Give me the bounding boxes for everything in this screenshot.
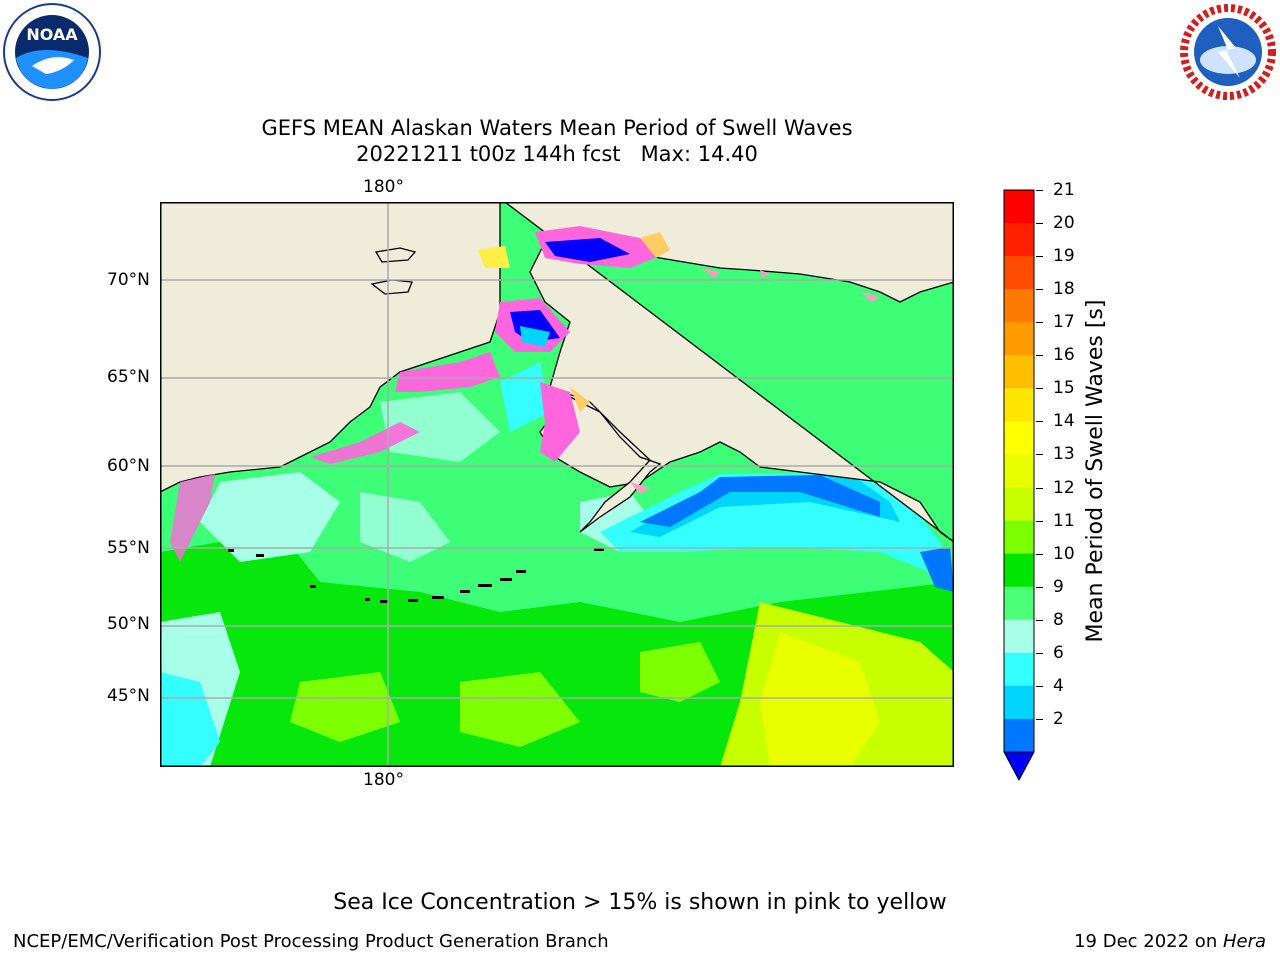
colorbar-tick-label: 13 — [1053, 444, 1075, 465]
colorbar-tick-mark — [1036, 619, 1043, 621]
lat-label-45: 45°N — [107, 686, 150, 706]
colorbar-tick-label: 12 — [1053, 477, 1075, 498]
colorbar-segment — [1004, 355, 1034, 389]
lat-label-55: 55°N — [107, 538, 150, 558]
colorbar-tick-label: 21 — [1053, 180, 1075, 200]
swell-field — [160, 362, 954, 767]
noaa-logo: NOAA — [2, 2, 102, 102]
colorbar-segment — [1004, 322, 1034, 356]
colorbar-tick-mark — [1036, 388, 1043, 390]
colorbar-border — [1003, 189, 1035, 753]
sea-ice — [170, 226, 880, 562]
sea-ice-caption: Sea Ice Concentration > 15% is shown in … — [333, 890, 947, 915]
colorbar-tick-mark — [1036, 685, 1043, 687]
colorbar-segment — [1004, 289, 1034, 323]
colorbar-tick-mark — [1036, 718, 1043, 720]
footer-date-text: 19 Dec 2022 on — [1074, 931, 1223, 952]
footer-machine: Hera — [1222, 931, 1266, 952]
colorbar-segment — [1004, 487, 1034, 522]
colorbar-segment — [1004, 256, 1034, 290]
colorbar-tick-label: 8 — [1053, 609, 1064, 630]
lon-label-top: 180° — [363, 177, 404, 197]
colorbar-tick-label: 20 — [1053, 213, 1075, 234]
nws-logo — [1178, 2, 1278, 102]
colorbar-segment — [1004, 454, 1034, 489]
colorbar-tick-mark — [1036, 223, 1043, 225]
colorbar-tick-label: 2 — [1053, 708, 1064, 729]
svg-text:NOAA: NOAA — [26, 25, 78, 44]
footer-date: 19 Dec 2022 on Hera — [1074, 931, 1266, 952]
lat-label-65: 65°N — [107, 367, 150, 387]
colorbar-tick-mark — [1036, 586, 1043, 588]
colorbar-segment — [1004, 619, 1034, 654]
colorbar-tick-label: 18 — [1053, 279, 1075, 300]
lat-label-60: 60°N — [107, 456, 150, 476]
colorbar-tick-label: 9 — [1053, 576, 1064, 597]
colorbar-tick-label: 16 — [1053, 345, 1075, 366]
colorbar-tick-mark — [1036, 520, 1043, 522]
colorbar-segment — [1004, 520, 1034, 555]
colorbar-segment — [1004, 553, 1034, 588]
colorbar-segment — [1004, 685, 1034, 720]
colorbar-tick-mark — [1036, 454, 1043, 456]
lat-label-50: 50°N — [107, 614, 150, 634]
colorbar-tick-mark — [1036, 190, 1043, 191]
lat-label-70: 70°N — [107, 270, 150, 290]
colorbar-svg — [1003, 189, 1035, 782]
colorbar-tick-label: 19 — [1053, 246, 1075, 267]
colorbar-tick-mark — [1036, 256, 1043, 258]
footer-credit: NCEP/EMC/Verification Post Processing Pr… — [13, 931, 609, 952]
chart-title: GEFS MEAN Alaskan Waters Mean Period of … — [261, 116, 853, 140]
colorbar-tick-mark — [1036, 322, 1043, 324]
colorbar-under-triangle — [1003, 751, 1035, 782]
colorbar-tick-label: 10 — [1053, 543, 1075, 564]
colorbar-segment — [1004, 586, 1034, 621]
colorbar-tick-mark — [1036, 355, 1043, 357]
lon-label-bottom: 180° — [363, 770, 404, 790]
colorbar-segment — [1004, 223, 1034, 257]
colorbar-tick-mark — [1036, 652, 1043, 654]
map-canvas — [160, 202, 954, 767]
colorbar-tick-label: 4 — [1053, 675, 1064, 696]
colorbar-segment — [1004, 388, 1034, 422]
graticule — [160, 202, 954, 767]
colorbar-tick-label: 14 — [1053, 411, 1075, 432]
colorbar-segment — [1004, 421, 1034, 455]
colorbar-segment — [1004, 652, 1034, 687]
colorbar-segment — [1004, 718, 1034, 753]
chart-subtitle: 20221211 t00z 144h fcst Max: 14.40 — [356, 142, 758, 166]
aleutian-islands — [228, 548, 604, 603]
colorbar-tick-label: 17 — [1053, 312, 1075, 333]
colorbar-tick-label: 15 — [1053, 378, 1075, 399]
colorbar-segment — [1004, 190, 1034, 224]
colorbar — [1002, 188, 1036, 782]
colorbar-tick-mark — [1036, 487, 1043, 489]
colorbar-tick-mark — [1036, 553, 1043, 555]
map-panel — [160, 202, 954, 767]
colorbar-tick-mark — [1036, 289, 1043, 291]
colorbar-tick-mark — [1036, 421, 1043, 423]
colorbar-tick-label: 11 — [1053, 510, 1075, 531]
colorbar-tick-label: 6 — [1053, 642, 1064, 663]
colorbar-label: Mean Period of Swell Waves [s] — [1083, 299, 1108, 643]
land — [160, 202, 954, 543]
